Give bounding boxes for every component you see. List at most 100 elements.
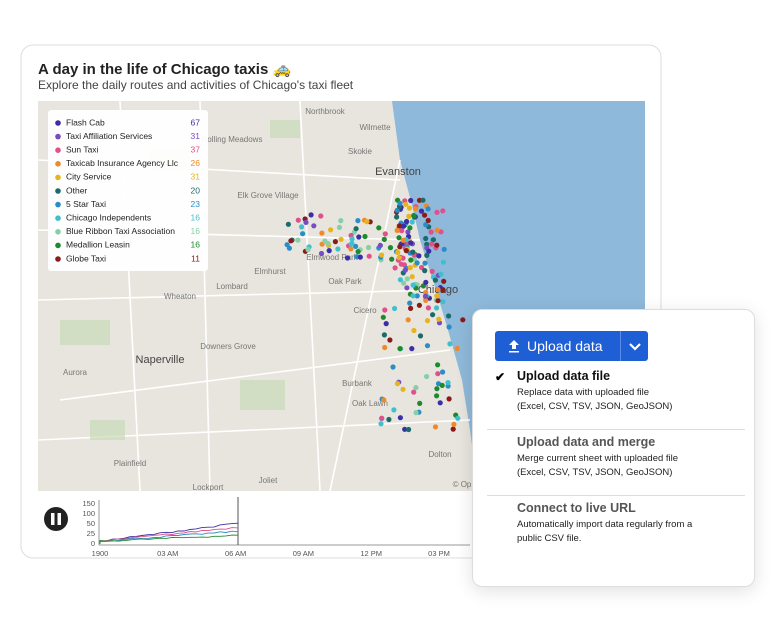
taxi-dot [386, 416, 392, 423]
taxi-dot [407, 225, 413, 231]
taxi-dot [409, 219, 415, 225]
taxi-dot [420, 197, 426, 203]
taxi-dot [319, 230, 325, 236]
taxi-dot [396, 254, 402, 261]
timeline-x-label: 06 AM [225, 549, 246, 558]
taxi-dot [422, 293, 429, 299]
taxi-dot [441, 246, 447, 252]
taxi-dot [397, 346, 403, 352]
taxi-dot [446, 324, 452, 330]
taxi-dot [366, 253, 372, 259]
taxi-dot [445, 380, 451, 386]
menu-option[interactable]: ✔ Upload data file Replace data with uploa… [473, 364, 754, 426]
taxi-dot [446, 313, 452, 319]
taxi-dot [410, 249, 416, 255]
taxi-dot [397, 223, 403, 229]
taxi-dot [460, 317, 466, 323]
legend-box [48, 110, 208, 271]
map-label: Rolling Meadows [202, 135, 263, 144]
title: A day in the life of Chicago taxis 🚕 [38, 61, 291, 78]
timeline-y-label: 50 [87, 519, 95, 528]
taxi-dot [338, 236, 344, 242]
taxi-dot [344, 255, 351, 261]
legend-count: 31 [191, 131, 201, 141]
taxi-dot [408, 240, 414, 246]
taxi-dot [383, 321, 389, 327]
taxi-dot [417, 333, 424, 339]
divider [487, 495, 745, 496]
taxi-dot [390, 364, 396, 370]
taxi-dot [404, 218, 410, 225]
taxi-dot [303, 219, 309, 225]
divider [487, 429, 745, 430]
map-label: Downers Grove [200, 342, 256, 351]
legend-name: Flash Cab [66, 117, 105, 127]
taxi-dot [434, 386, 440, 392]
taxi-dot [407, 300, 413, 306]
taxi-dot [413, 385, 419, 391]
taxi-dot [424, 343, 431, 349]
taxi-dot [400, 386, 406, 392]
taxi-dot [440, 287, 446, 293]
taxi-dot [435, 362, 441, 368]
menu-option[interactable]: Upload data and merge Merge current sheet… [473, 430, 754, 492]
map-label: Dolton [428, 450, 451, 459]
legend-name: City Service [66, 172, 112, 182]
taxi-dot [285, 221, 291, 227]
taxi-dot [404, 285, 410, 291]
legend-swatch [55, 174, 61, 181]
taxi-dot [430, 237, 436, 243]
taxi-dot [391, 407, 397, 413]
taxi-dot [397, 244, 403, 250]
taxi-dot [434, 209, 440, 215]
dropdown-caret[interactable] [628, 342, 642, 352]
option-description: Merge current sheet with uploaded file [517, 453, 679, 464]
taxi-dot [295, 217, 301, 223]
legend-count: 67 [191, 117, 201, 127]
taxi-dot [392, 265, 398, 271]
menu-option[interactable]: Connect to live URL Automatically import … [473, 496, 754, 558]
upload-icon [509, 340, 519, 353]
taxi-dot [454, 345, 460, 351]
taxi-dot [311, 223, 317, 229]
legend-name: Blue Ribbon Taxi Association [66, 226, 175, 236]
taxi-dot [381, 236, 387, 242]
legend-count: 23 [191, 199, 201, 209]
option-description: (Excel, CSV, TSV, JSON, GeoJSON) [517, 467, 673, 478]
subtitle: Explore the daily routes and activities … [38, 78, 354, 92]
timeline-x-label: 1900 [92, 549, 109, 558]
taxi-dot [403, 248, 409, 254]
map-label: Lockport [193, 483, 224, 492]
taxi-dot [397, 277, 403, 283]
taxi-dot [441, 278, 447, 284]
timeline-line [99, 530, 239, 544]
roads [38, 101, 471, 491]
map-label: Burbank [342, 379, 373, 388]
upload-button[interactable]: Upload data [495, 331, 648, 361]
taxi-dot [425, 217, 431, 224]
taxi-dot [436, 316, 442, 322]
taxi-dot [409, 274, 415, 280]
taxi-dot [410, 293, 416, 299]
pause-icon [57, 513, 61, 525]
timeline-line [99, 534, 239, 544]
legend-name: Globe Taxi [66, 253, 106, 263]
pause-button[interactable] [44, 507, 68, 531]
taxi-dot [423, 289, 429, 296]
legend-swatch [55, 147, 61, 153]
taxi-dot [353, 226, 359, 232]
taxi-dot [451, 421, 457, 427]
taxi-dot [336, 224, 343, 230]
taxi-dot [377, 242, 383, 248]
taxi-dot [402, 426, 408, 432]
pause-icon [51, 513, 55, 525]
taxi-dot [425, 206, 431, 212]
taxi-dot [318, 250, 325, 257]
taxi-dot [326, 248, 332, 254]
upload-popup: Upload data ✔ Upload data file Replace dat… [472, 309, 755, 587]
legend-name: Medallion Leasin [66, 240, 130, 250]
legend-count: 20 [191, 185, 201, 195]
taxi-dot [348, 246, 354, 252]
timeline-x-label: 09 AM [293, 549, 314, 558]
timeline-x-label: 12 PM [360, 549, 382, 558]
